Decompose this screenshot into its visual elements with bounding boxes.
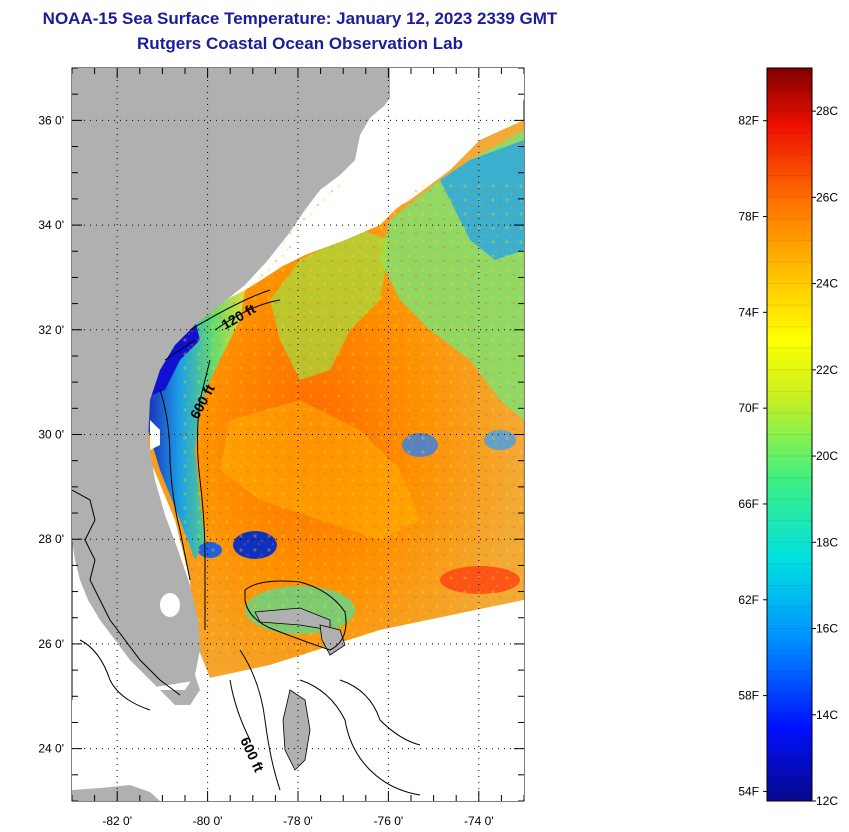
- land-cuba: [72, 785, 160, 801]
- map-subtitle: Rutgers Coastal Ocean Observation Lab: [137, 34, 463, 53]
- isobath-south-2: [79, 639, 421, 746]
- coastline-outline: [72, 489, 181, 696]
- colorbar: [766, 67, 813, 802]
- isobath-120ft: [159, 289, 271, 581]
- cloud-offshore-north: [285, 68, 524, 265]
- map-axis-labels: 36 0' 34 0' 32 0' 30 0' 28 0' 26 0' 24 0' -82 0…: [38, 113, 493, 828]
- colorbar-f-label: 66F: [738, 497, 759, 511]
- colorbar-c-label: 22C: [816, 363, 838, 377]
- colorbar-f-label: 54F: [738, 784, 759, 798]
- colorbar-c-label: 18C: [816, 535, 838, 549]
- colorbar-labels: 28C 26C 24C 22C 20C 18C 16C 14C 12C 82F 78F 74F 70F 6…: [738, 104, 838, 808]
- colorbar-c-label: 14C: [816, 708, 838, 722]
- map-ticks: [71, 67, 525, 802]
- colorbar-f-label: 82F: [738, 114, 759, 128]
- cloud-coastal: [150, 420, 160, 450]
- land-abaco: [319, 624, 346, 656]
- lon-tick-label: -74 0': [464, 814, 494, 828]
- colorbar-c-label: 28C: [816, 104, 838, 118]
- colorbar-c-label: 20C: [816, 449, 838, 463]
- colorbar-steps: [767, 89, 812, 802]
- colorbar-f-label: 58F: [738, 689, 759, 703]
- colorbar-f-label: 70F: [738, 401, 759, 415]
- isobath-south-1: [239, 649, 421, 796]
- lat-tick-label: 36 0': [38, 113, 64, 127]
- lat-tick-label: 32 0': [38, 323, 64, 337]
- lon-tick-label: -80 0': [193, 814, 223, 828]
- map-grid: [72, 68, 524, 801]
- lat-tick-label: 30 0': [38, 428, 64, 442]
- lon-tick-label: -82 0': [102, 814, 132, 828]
- colorbar-c-label: 12C: [816, 794, 838, 808]
- land-us-coast: [72, 68, 395, 700]
- colorbar-f-label: 62F: [738, 593, 759, 607]
- colorbar-c-label: 24C: [816, 277, 838, 291]
- lon-tick-label: -76 0': [374, 814, 404, 828]
- lake-okeechobee: [160, 593, 180, 617]
- colorbar-f-label: 78F: [738, 210, 759, 224]
- map-title: NOAA-15 Sea Surface Temperature: January…: [42, 9, 558, 28]
- colorbar-c-label: 16C: [816, 622, 838, 636]
- lat-tick-label: 28 0': [38, 532, 64, 546]
- colorbar-f-label: 74F: [738, 305, 759, 319]
- lat-tick-label: 24 0': [38, 742, 64, 756]
- lat-tick-label: 34 0': [38, 218, 64, 232]
- isobath-bahamas: [244, 580, 347, 651]
- lat-tick-label: 26 0': [38, 637, 64, 651]
- land-florida-keys: [160, 675, 200, 705]
- land-andros: [282, 689, 311, 771]
- lon-tick-label: -78 0': [283, 814, 313, 828]
- colorbar-c-label: 26C: [816, 190, 838, 204]
- isobath-600ft-north: [197, 299, 281, 630]
